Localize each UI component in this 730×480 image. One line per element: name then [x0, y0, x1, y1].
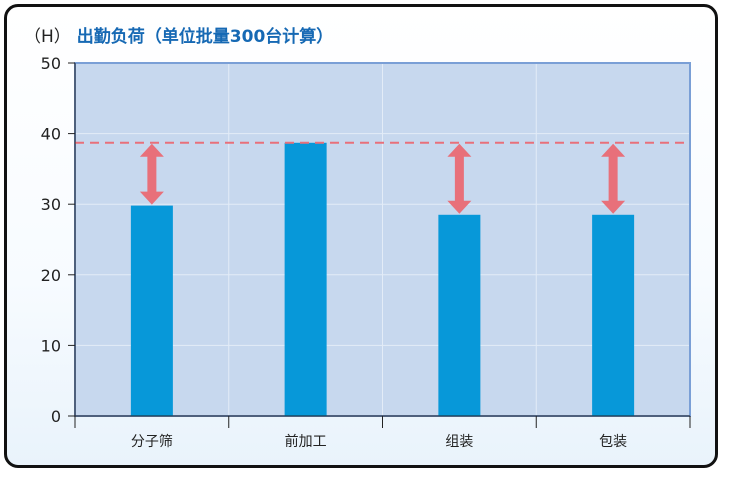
chart-title-text: 出勤负荷（单位批量300台计算）: [76, 27, 334, 47]
y-unit-label: （H）: [24, 27, 71, 47]
y-tick-label: 0: [51, 407, 61, 426]
gap-arrow-组装: [447, 143, 472, 214]
y-tick-label: 40: [41, 125, 61, 144]
y-tick-label: 10: [41, 336, 61, 355]
bar-包装: [592, 214, 635, 416]
bar-分子筛: [130, 205, 173, 416]
gap-arrow-分子筛: [139, 143, 164, 205]
x-tick-label-前加工: 前加工: [285, 433, 327, 450]
gap-arrow-包装: [601, 143, 626, 214]
y-tick-label: 30: [41, 195, 61, 214]
chart-title: （H） 出勤负荷（单位批量300台计算）: [24, 22, 333, 47]
bar-前加工: [284, 142, 327, 416]
x-tick-label-包装: 包装: [599, 434, 627, 450]
y-tick-label: 50: [41, 54, 61, 73]
x-tick-label-组装: 组装: [445, 434, 473, 450]
y-tick-label: 20: [41, 266, 61, 285]
x-tick-label-分子筛: 分子筛: [131, 434, 173, 450]
bar-组装: [438, 214, 481, 416]
